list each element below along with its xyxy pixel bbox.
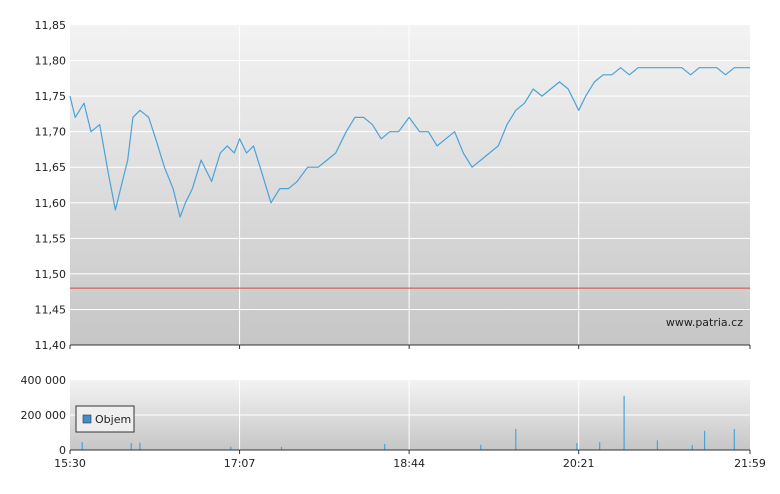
price-y-tick-label: 11,55	[35, 232, 67, 245]
x-tick-label: 15:30	[54, 457, 86, 470]
volume-grid	[70, 380, 750, 450]
volume-bar	[599, 442, 601, 450]
price-y-tick-label: 11,45	[35, 303, 67, 316]
volume-bar	[515, 429, 517, 450]
x-tick-label: 21:59	[734, 457, 766, 470]
volume-y-tick-label: 200 000	[21, 409, 67, 422]
price-y-tick-label: 11,65	[35, 161, 67, 174]
watermark: www.patria.cz	[666, 316, 743, 329]
price-y-tick-label: 11,75	[35, 90, 67, 103]
volume-bars	[81, 395, 735, 451]
price-plot-area	[70, 25, 750, 345]
price-y-tick-label: 11,50	[35, 268, 67, 281]
volume-bar	[623, 395, 625, 451]
volume-bar	[480, 444, 482, 451]
volume-bar	[576, 443, 578, 450]
price-y-tick-label: 11,40	[35, 339, 67, 352]
volume-bar	[691, 445, 693, 450]
price-y-tick-label: 11,70	[35, 126, 67, 139]
volume-y-tick-label: 400 000	[21, 374, 67, 387]
volume-bar	[81, 442, 83, 450]
volume-bar	[384, 443, 386, 450]
volume-x-tick-labels: 15:30 17:07 18:44 20:21 21:59	[54, 450, 766, 470]
volume-legend: Objem	[75, 405, 135, 433]
price-y-tick-label: 11,80	[35, 55, 67, 68]
volume-bar	[733, 429, 735, 450]
volume-bar	[139, 442, 141, 450]
price-y-tick-label: 11,85	[35, 19, 67, 32]
volume-bar	[280, 446, 283, 450]
volume-bar	[230, 446, 232, 450]
x-tick-label: 17:07	[224, 457, 256, 470]
volume-bar	[704, 430, 706, 451]
volume-y-tick-labels: 400 000 200 000 0	[21, 374, 67, 457]
legend-swatch	[82, 414, 92, 424]
volume-bar	[656, 440, 658, 450]
x-tick-label: 20:21	[563, 457, 595, 470]
price-grid	[70, 25, 750, 345]
x-tick-label: 18:44	[393, 457, 425, 470]
price-y-tick-labels: 11,85 11,80 11,75 11,70 11,65 11,60 11,55 11,50…	[35, 19, 67, 352]
price-x-tick-marks	[69, 345, 751, 349]
volume-bar	[130, 443, 132, 450]
volume-y-tick-label: 0	[59, 444, 66, 457]
price-y-tick-label: 11,60	[35, 197, 67, 210]
legend-label: Objem	[95, 413, 131, 426]
price-series-line	[69, 67, 750, 218]
